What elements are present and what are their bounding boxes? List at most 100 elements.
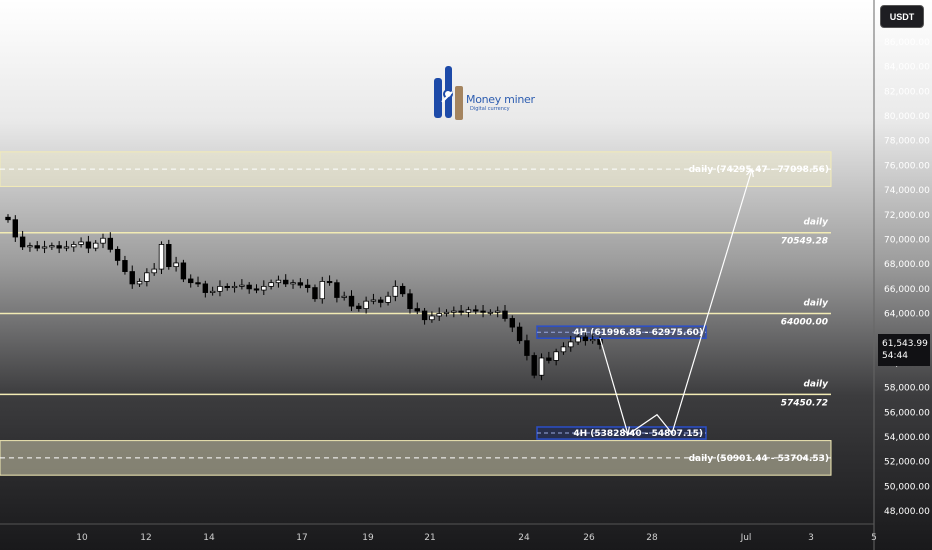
price-tick-label: 84,000.00	[884, 63, 930, 73]
fourhour-box-label: 4H (61996.85 - 62975.60)	[573, 328, 703, 338]
candle-body	[231, 285, 238, 289]
candle-body	[129, 271, 135, 285]
candle-body	[246, 284, 252, 290]
time-tick-label: 14	[203, 533, 215, 543]
candle-body	[378, 299, 384, 303]
candle-body	[509, 318, 515, 328]
candle-body	[275, 279, 282, 284]
logo-name: Money miner	[466, 93, 535, 106]
candle-body	[451, 310, 457, 313]
level-value-label: 70549.28	[781, 237, 828, 247]
candle-body	[341, 295, 347, 298]
level-name-label: daily	[803, 379, 829, 389]
time-tick-label: 5	[871, 533, 877, 543]
candle-body	[414, 308, 420, 312]
price-tick-label: 64,000.00	[884, 310, 930, 320]
projection-path	[599, 168, 753, 436]
current-price: 61,543.99	[882, 339, 928, 349]
candle-body	[473, 309, 479, 312]
price-tick-label: 86,000.00	[884, 38, 930, 48]
candle-body	[283, 279, 289, 285]
price-tick-label: 54,000.00	[884, 433, 930, 443]
projection-arrowhead-up	[746, 167, 754, 178]
price-tick-label: 56,000.00	[884, 408, 930, 418]
price-tick-label: 50,000.00	[884, 482, 930, 492]
time-tick-label: 28	[646, 533, 658, 543]
candle-body	[158, 244, 165, 270]
price-tick-label: 78,000.00	[884, 137, 930, 147]
candle-body	[312, 287, 318, 300]
candle-body	[180, 262, 187, 280]
candle-body	[85, 241, 92, 249]
candle-body	[261, 285, 267, 291]
candle-body	[304, 284, 311, 289]
candle-body	[560, 346, 567, 353]
price-tick-label: 80,000.00	[884, 112, 930, 122]
candle-body	[348, 295, 355, 307]
candle-body	[195, 282, 201, 285]
candle-body	[436, 313, 442, 317]
level-value-label: 64000.00	[781, 318, 828, 328]
time-tick-label: 3	[808, 533, 814, 543]
candle-body	[421, 310, 428, 321]
candle-body	[209, 290, 216, 293]
candle-body	[63, 246, 70, 249]
candle-body	[575, 336, 581, 343]
candle-body	[589, 339, 596, 342]
candle-body	[268, 282, 274, 287]
time-tick-label: Jul	[740, 533, 752, 543]
price-tick-label: 70,000.00	[884, 235, 930, 245]
candle-body	[553, 351, 559, 361]
candle-body	[151, 268, 157, 274]
candle-body	[356, 305, 362, 309]
price-tick-label: 74,000.00	[884, 186, 930, 196]
price-tick-label: 52,000.00	[884, 458, 930, 468]
candle-body	[370, 299, 377, 302]
candle-body	[399, 285, 406, 295]
candle-body	[516, 326, 523, 342]
time-tick-label: 24	[518, 533, 530, 543]
zone-label: daily (50901.44 - 53704.53)	[689, 454, 829, 464]
price-tick-label: 58,000.00	[884, 384, 930, 394]
candle-body	[27, 245, 33, 248]
candle-body	[56, 245, 62, 249]
fourhour-box-label: 4H (53828.40 - 54807.15)	[573, 429, 703, 439]
level-name-label: daily	[803, 299, 829, 309]
candle-body	[19, 236, 26, 248]
candle-body	[429, 315, 435, 321]
price-tick-label: 72,000.00	[884, 211, 930, 221]
time-tick-label: 21	[424, 533, 435, 543]
money-miner-logo	[432, 64, 542, 124]
candle-body	[392, 285, 399, 297]
candle-body	[173, 262, 179, 268]
candle-body	[188, 278, 194, 284]
candle-body	[407, 293, 413, 309]
time-tick-label: 19	[362, 533, 374, 543]
candle-body	[363, 300, 369, 309]
candle-body	[465, 309, 472, 313]
candle-body	[487, 311, 494, 314]
candle-body	[582, 336, 589, 342]
candle-body	[546, 357, 552, 361]
candle-body	[34, 245, 40, 249]
currency-button[interactable]: USDT	[880, 5, 924, 28]
candle-body	[100, 237, 106, 244]
level-value-label: 57450.72	[781, 398, 828, 408]
price-tick-label: 82,000.00	[884, 87, 930, 97]
candle-body	[480, 310, 486, 313]
zone-label: daily (74295.47 - 77098.56)	[689, 165, 829, 175]
candle-body	[49, 245, 55, 248]
candle-body	[334, 282, 340, 298]
time-tick-label: 12	[140, 533, 151, 543]
candle-body	[107, 237, 114, 250]
candle-body	[239, 284, 245, 287]
logo-tagline: Digital currency	[470, 106, 510, 112]
candle-body	[319, 281, 325, 300]
time-tick-label: 26	[583, 533, 595, 543]
level-name-label: daily	[803, 218, 829, 228]
candle-body	[136, 281, 143, 285]
candle-body	[524, 340, 530, 356]
candle-body	[5, 216, 11, 221]
